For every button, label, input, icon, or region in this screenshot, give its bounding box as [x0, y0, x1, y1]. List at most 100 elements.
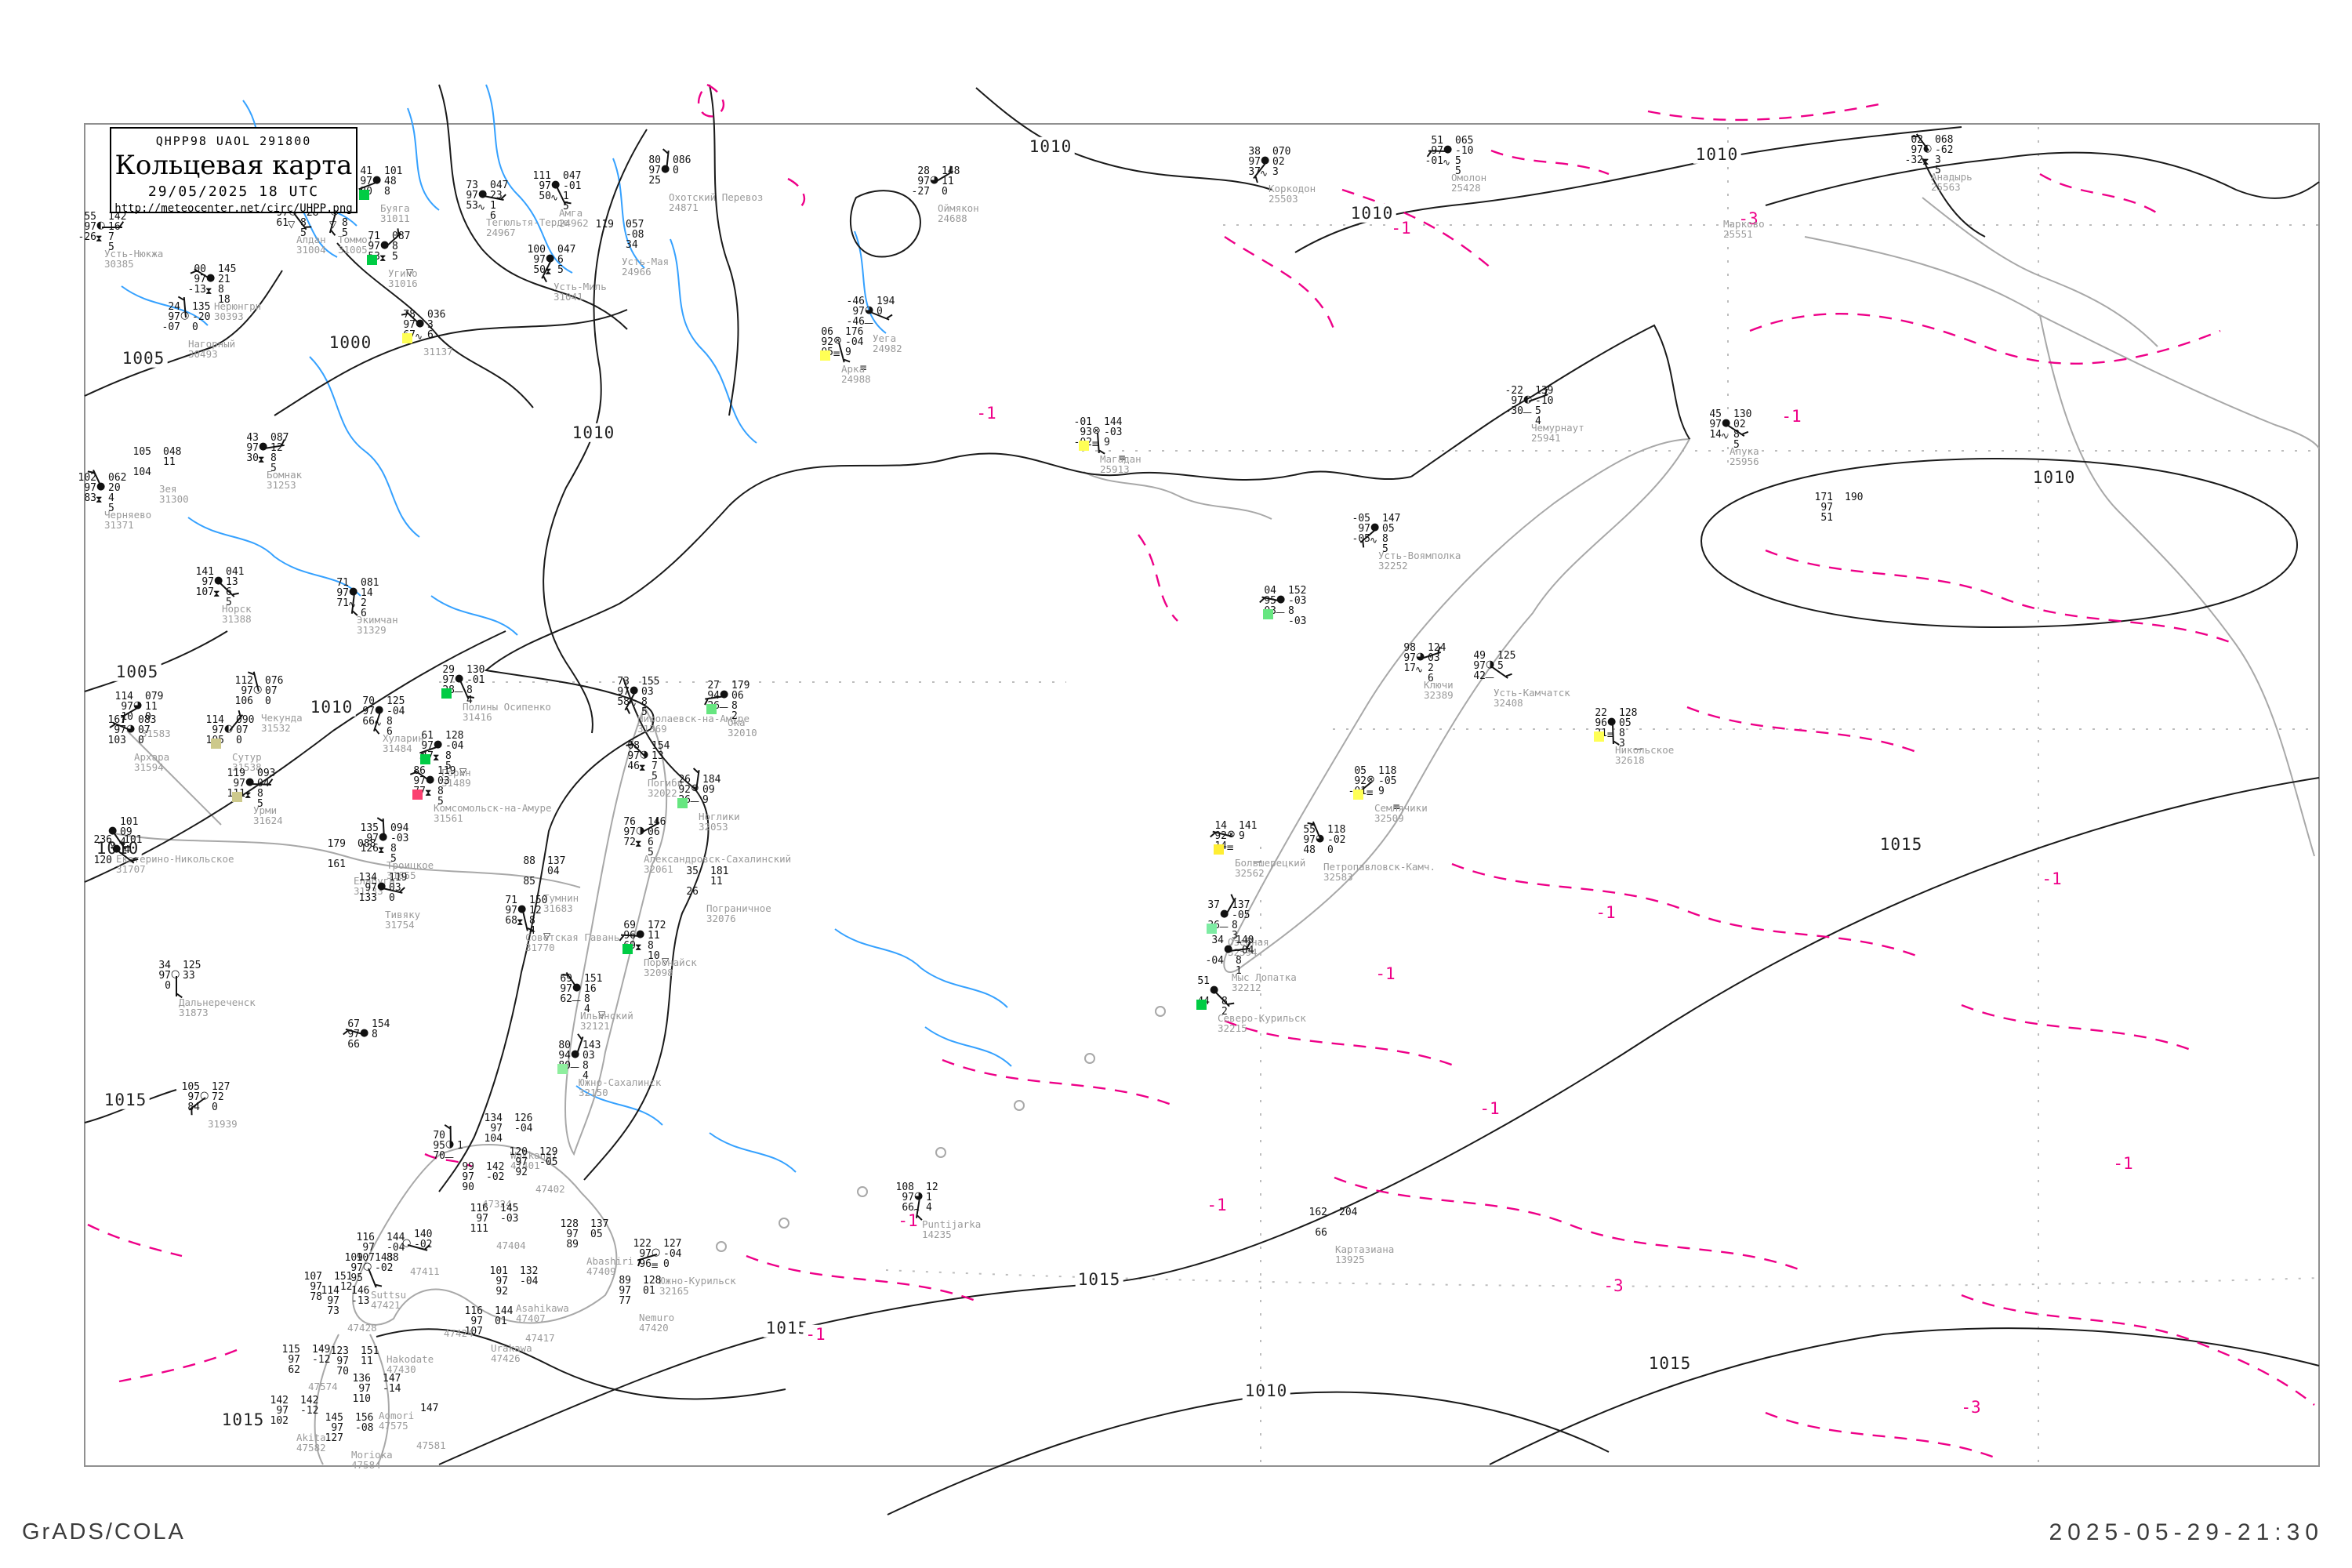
weather-symbol-icon: ⧗ — [1922, 156, 1929, 167]
station-left-values: 108 97 66 — [895, 1181, 914, 1214]
station-name-label: Омолон 25428 — [1451, 172, 1487, 194]
station-left-values: 76 97 72 — [623, 816, 636, 848]
weather-symbol-icon: ∿ — [1443, 157, 1451, 168]
station-name-label: Нагорный 30493 — [188, 338, 236, 360]
cloud-cover-icon: ○ — [363, 1261, 372, 1272]
station-name-label: Усть-Мая 24966 — [622, 256, 670, 278]
station-right-values: 101 09 4 — [120, 816, 139, 848]
map-url: http://meteocenter.net/circ/UHPP.png — [114, 202, 353, 215]
precip-square-icon — [1263, 609, 1273, 619]
cloud-cover-icon: ⊗ — [1367, 774, 1375, 786]
station-left-values: 116 97 107 — [464, 1305, 483, 1338]
station-name-label: Екатерино-Никольское 31707 — [116, 853, 234, 875]
station-left-values: 55 97 48 — [1303, 824, 1316, 856]
station-right-values: 070 02 3 — [1272, 146, 1291, 178]
isobar-label: 1015 — [763, 1318, 811, 1338]
map-frame — [84, 123, 2320, 1467]
station-name-label: Suttsu 47421 — [371, 1289, 407, 1311]
station-name-label: Алдан 31004 — [296, 234, 326, 256]
station-name-label: Abashiri 47409 — [586, 1255, 634, 1277]
weather-symbol-icon: ⌢ — [913, 1203, 920, 1214]
weather-symbol2-icon: ▽ — [459, 766, 467, 777]
station-left-values: 100 97 50 — [527, 244, 546, 276]
isobar-label: 1005 — [113, 662, 162, 681]
station-right-values: 047 -01 1 5 — [563, 170, 582, 212]
weather-symbol-icon: ⧗ — [425, 787, 432, 798]
station-right-values: 143 -02 — [375, 1252, 394, 1274]
cloud-cover-icon: ● — [546, 252, 555, 264]
station-right-values: 194 0 — [877, 296, 895, 318]
station-right-values: 127 -04 0 — [663, 1238, 682, 1270]
station-left-values: 116 97 111 — [470, 1203, 488, 1235]
station-name-label: Усть-Нюкжа 30385 — [104, 248, 164, 270]
wind-barb-icon — [444, 1124, 452, 1147]
isobar-label: 1000 — [326, 332, 375, 352]
isobar-label: 1015 — [101, 1090, 150, 1109]
weather-symbol-icon: ⧗ — [245, 789, 252, 800]
station-right-values: 125 33 — [183, 960, 201, 982]
station-name-label: Ока 32010 — [728, 717, 757, 739]
station-left-values: -05 97 -05 — [1352, 513, 1370, 545]
station-left-values: 162 66 — [1308, 1207, 1327, 1239]
map-datetime: 29/05/2025 18 UTC — [147, 183, 320, 200]
station-right-values: 126 -04 — [514, 1112, 533, 1134]
station-name-label: 47424 — [444, 1327, 474, 1339]
station-name-label: Сутур 31538 — [232, 751, 262, 773]
weather-symbol-icon: — — [690, 796, 699, 807]
station-name-label: Большерецкий 32562 — [1235, 857, 1306, 879]
station-name-label: Оймякон 24688 — [938, 202, 979, 224]
station-right-values: 12 1 4 — [926, 1181, 938, 1214]
station-left-values: 02 97 -32 — [1904, 134, 1923, 166]
cloud-cover-icon: ● — [1722, 417, 1731, 429]
tendency-label: -3 — [1958, 1397, 1984, 1417]
station-left-values: 123 97 70 — [330, 1345, 349, 1377]
station-right-values: 139 -10 5 4 — [1535, 385, 1554, 427]
station-right-values: 047 23 1 6 — [490, 180, 509, 222]
cloud-cover-icon: ◐ — [224, 723, 234, 735]
station-name-label: Коркодон 25503 — [1269, 183, 1316, 205]
station-left-values: 67 97 66 — [347, 1018, 360, 1051]
station-right-values: 149 -12 — [312, 1344, 331, 1366]
station-name-label: Погиби 32022 — [648, 777, 684, 799]
station-right-values: 179 06 8 2 — [731, 680, 750, 722]
weather-symbol-icon: — — [445, 1152, 454, 1163]
station-name-label: Буяга 31011 — [380, 202, 410, 224]
station-left-values: 107 97 78 — [303, 1271, 322, 1303]
station-right-values: 137 05 — [590, 1218, 609, 1240]
cloud-cover-icon: ○ — [171, 968, 180, 980]
cloud-cover-icon: ● — [377, 880, 387, 892]
station-name-label: Озерная 32594 — [1228, 937, 1269, 958]
station-name-label: Горин 31489 — [441, 767, 471, 789]
weather-symbol-icon: ∿ — [1721, 430, 1730, 441]
station-right-values: 125 5 — [1497, 650, 1516, 672]
station-name-label: Магадан 25913 — [1100, 453, 1142, 475]
station-left-values: 145 97 127 — [325, 1412, 343, 1444]
station-name-label: Марково 25551 — [1723, 218, 1765, 240]
station-left-values: 35 26 — [686, 866, 699, 898]
station-right-values: 079 11 0 — [145, 691, 164, 723]
isobar-label: 1015 — [1877, 834, 1926, 854]
precip-square-icon — [706, 704, 717, 714]
isobar-label: 1010 — [1693, 144, 1741, 164]
station-left-values: 102 97 83 — [78, 472, 96, 504]
station-left-values: 70 97 66 — [362, 695, 375, 728]
weather-symbol-icon: ⧗ — [96, 233, 103, 244]
weather-symbol-icon: — — [1219, 921, 1229, 932]
tendency-label: -1 — [1388, 218, 1414, 238]
weather-symbol2-icon: ≡ — [1392, 801, 1401, 812]
station-name-label: Дальнереченск 31873 — [179, 996, 256, 1018]
station-name-label: Арка 24988 — [841, 363, 871, 385]
cloud-cover-icon: ● — [1224, 943, 1233, 955]
cloud-cover-icon: ● — [630, 684, 639, 696]
station-left-values: 71 97 68 — [505, 895, 517, 927]
station-left-values: 236 120 — [93, 834, 112, 866]
station-name-label: Александровск-Сахалинский 32061 — [644, 853, 792, 875]
bulletin-id: QHPP98 UAOL 291800 — [155, 134, 312, 148]
station-left-values: 141 97 107 — [195, 566, 214, 598]
station-right-values: 147 -14 — [383, 1373, 401, 1395]
station-name-label: Экимчан 31329 — [357, 614, 398, 636]
station-name-label: Усть-Воямполка 32252 — [1378, 550, 1461, 572]
weather-symbol-icon: ≡ — [651, 1260, 659, 1271]
station-left-values: 120 97 92 — [509, 1146, 528, 1178]
station-left-values: 28 97 -27 — [911, 165, 930, 198]
